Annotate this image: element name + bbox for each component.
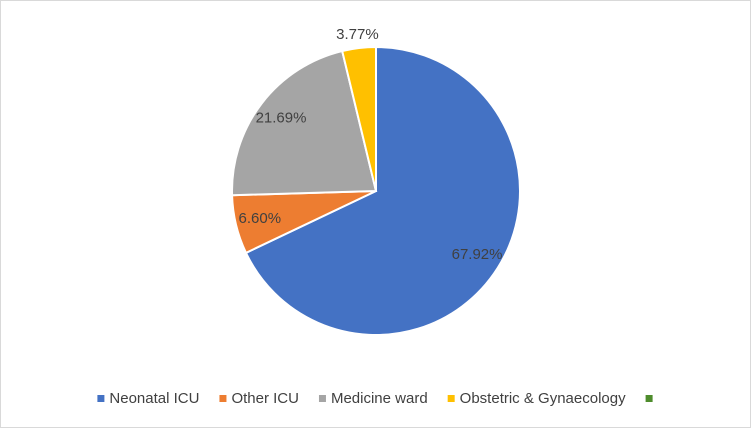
slice bbox=[231, 49, 378, 197]
legend-label: Neonatal ICU bbox=[109, 390, 199, 407]
legend-swatch bbox=[219, 395, 227, 402]
legend-swatch bbox=[97, 395, 105, 402]
legend-label: Medicine ward bbox=[331, 390, 428, 407]
legend: Neonatal ICU Other ICU Medicine ward Obstet… bbox=[97, 390, 653, 407]
legend-swatch bbox=[318, 395, 326, 402]
data-label: 3.77% bbox=[336, 26, 379, 43]
legend-swatch bbox=[645, 395, 653, 402]
slice bbox=[244, 45, 521, 336]
data-label: 6.60% bbox=[239, 210, 282, 227]
legend-swatch bbox=[447, 395, 455, 402]
legend-label: Obstetric & Gynaecology bbox=[460, 390, 626, 407]
legend-label: Other ICU bbox=[231, 390, 299, 407]
data-labels: 67.92% 6.60% 21.69% 3.77% bbox=[239, 26, 503, 263]
pie bbox=[231, 45, 521, 336]
data-label: 67.92% bbox=[452, 246, 503, 263]
data-label: 21.69% bbox=[256, 109, 307, 126]
